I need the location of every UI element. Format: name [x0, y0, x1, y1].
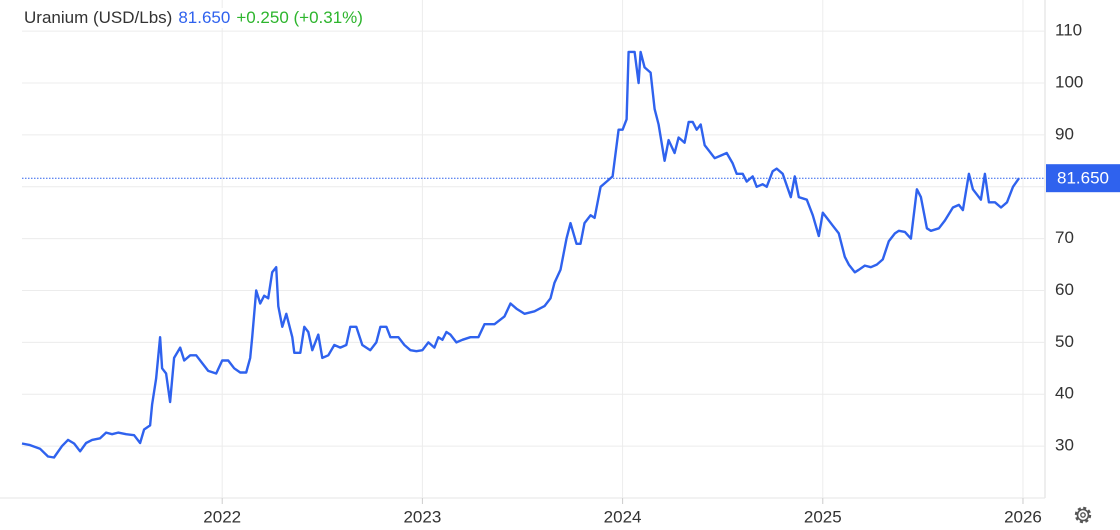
change: +0.250 (+0.31%): [236, 8, 363, 27]
x-tick-label: 2026: [1004, 507, 1042, 526]
settings-icon[interactable]: [1074, 506, 1092, 524]
title: Uranium (USD/Lbs): [24, 8, 173, 27]
header: Uranium (USD/Lbs) 81.650 +0.250 (+0.31%): [24, 8, 373, 28]
grid: [22, 0, 1045, 498]
x-tick-label: 2022: [203, 507, 241, 526]
y-tick-label: 40: [1055, 384, 1074, 403]
y-tick-label: 70: [1055, 228, 1074, 247]
last-price-box: [1046, 164, 1120, 193]
y-tick-label: 100: [1055, 72, 1083, 91]
y-tick-label: 60: [1055, 280, 1074, 299]
y-tick-label: 110: [1055, 21, 1082, 40]
price: 81.650: [178, 8, 231, 27]
x-tick-label: 2024: [604, 507, 642, 526]
y-tick-label: 90: [1055, 124, 1074, 143]
y-tick-label: 30: [1055, 436, 1074, 455]
x-tick-label: 2025: [804, 507, 842, 526]
y-tick-label: 50: [1055, 332, 1074, 351]
x-tick-label: 2023: [403, 507, 441, 526]
price-line: [21, 50, 1020, 459]
last-price-label: 81.650: [1057, 169, 1109, 188]
